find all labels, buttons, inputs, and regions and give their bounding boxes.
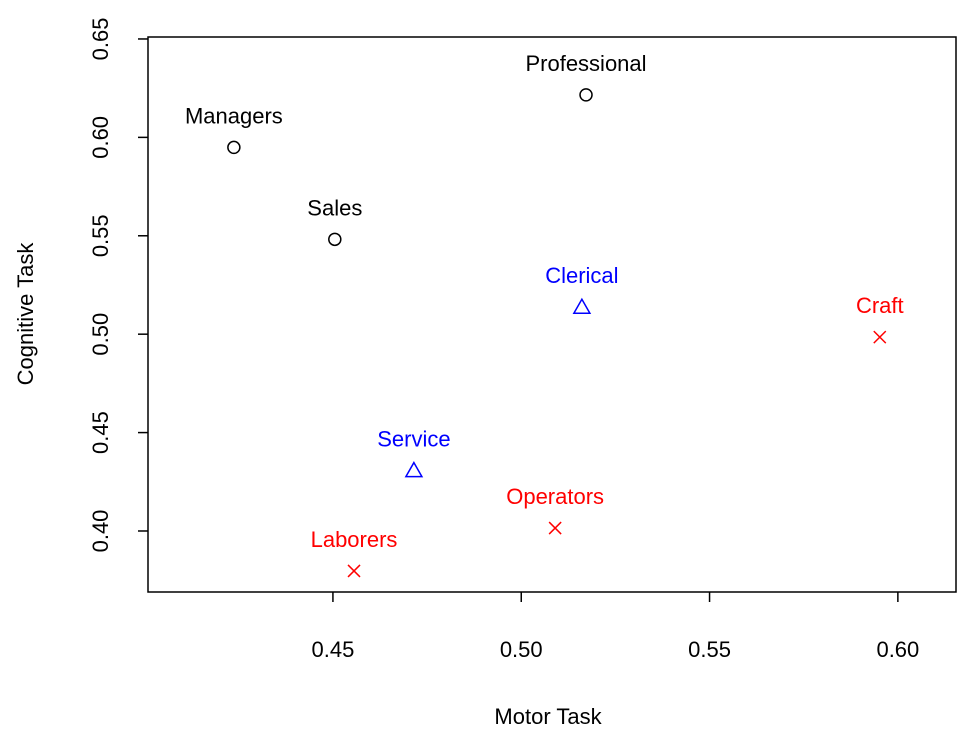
point-label: Operators: [506, 484, 604, 509]
plot-box: [147, 36, 957, 593]
point-label: Professional: [525, 51, 646, 76]
point-label: Service: [377, 427, 450, 452]
y-axis-title: Cognitive Task: [13, 242, 38, 386]
point: [873, 330, 887, 344]
y-tick-label: 0.50: [88, 313, 113, 356]
point: [347, 564, 361, 578]
point-label: Sales: [307, 195, 362, 220]
point: [572, 297, 592, 314]
y-tick-label: 0.40: [88, 510, 113, 553]
point: [227, 140, 241, 155]
point: [548, 521, 562, 535]
point-label: Craft: [856, 293, 904, 318]
point-label: Clerical: [545, 263, 618, 288]
point: [579, 88, 593, 102]
point-label: Managers: [185, 103, 283, 128]
y-tick-label: 0.55: [88, 214, 113, 257]
point: [404, 461, 424, 478]
x-tick-label: 0.60: [876, 637, 919, 662]
y-tick-label: 0.65: [88, 18, 113, 61]
x-axis-title: Motor Task: [494, 704, 602, 729]
y-tick-label: 0.45: [88, 411, 113, 454]
x-tick-label: 0.50: [500, 637, 543, 662]
x-tick-label: 0.55: [688, 637, 731, 662]
point: [328, 232, 342, 247]
y-tick-label: 0.60: [88, 116, 113, 159]
point-label: Laborers: [311, 527, 398, 552]
x-tick-label: 0.45: [312, 637, 355, 662]
